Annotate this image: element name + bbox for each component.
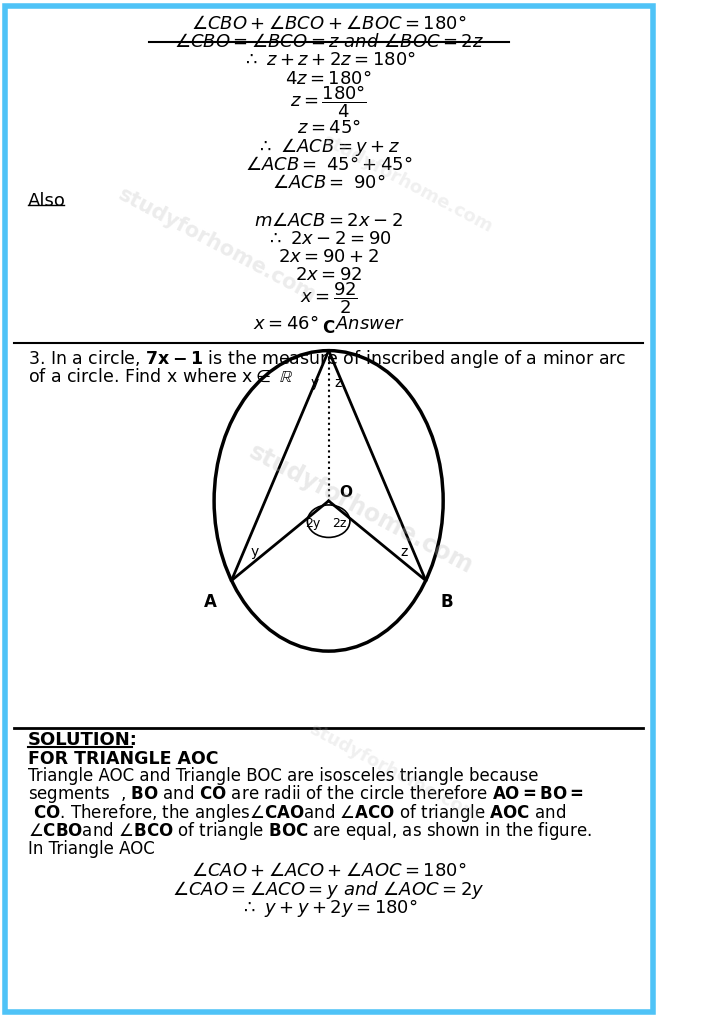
Text: $\therefore\ z + z + 2z = 180°$: $\therefore\ z + z + 2z = 180°$ (242, 51, 415, 69)
Text: $\mathit{\mathbf{CO}}$. Therefore, the angles$\angle$$\mathit{\mathbf{CAO}}$and : $\mathit{\mathbf{CO}}$. Therefore, the a… (27, 801, 566, 824)
Text: C: C (323, 320, 335, 337)
Text: studyforhome.com: studyforhome.com (319, 131, 495, 236)
Text: $2x = 90 + 2$: $2x = 90 + 2$ (278, 248, 379, 267)
Text: SOLUTION:: SOLUTION: (27, 732, 138, 749)
Text: $\angle CBO = \angle BCO = z\ and\ \angle BOC = 2z$: $\angle CBO = \angle BCO = z\ and\ \angl… (174, 33, 484, 51)
Text: $\therefore\ 2x - 2 = 90$: $\therefore\ 2x - 2 = 90$ (266, 230, 392, 248)
Text: studyforhome.com: studyforhome.com (245, 440, 477, 578)
Text: A: A (204, 592, 217, 611)
Text: B: B (440, 592, 453, 611)
Text: Also: Also (27, 192, 66, 211)
Text: of a circle. Find x where x$\in$ $\mathbb{R}$: of a circle. Find x where x$\in$ $\mathb… (27, 369, 293, 386)
Text: $\angle CAO + \angle ACO + \angle AOC = 180°$: $\angle CAO + \angle ACO + \angle AOC = … (191, 862, 467, 881)
Text: $x = \dfrac{92}{2}$: $x = \dfrac{92}{2}$ (300, 280, 358, 316)
Text: y: y (251, 545, 258, 559)
Text: $\angle ACB =\ 90°$: $\angle ACB =\ 90°$ (272, 174, 385, 192)
Text: y: y (310, 376, 318, 390)
Text: In Triangle AOC: In Triangle AOC (27, 840, 154, 858)
Text: $\therefore\ \angle ACB = y + z$: $\therefore\ \angle ACB = y + z$ (256, 135, 401, 158)
Text: $\angle CBO + \angle BCO + \angle BOC = 180°$: $\angle CBO + \angle BCO + \angle BOC = … (191, 14, 467, 33)
Text: z: z (334, 376, 341, 390)
Text: $\angle CAO = \angle ACO = y\ and\ \angle AOC = 2y$: $\angle CAO = \angle ACO = y\ and\ \angl… (173, 879, 485, 901)
Text: $2x = 92$: $2x = 92$ (295, 267, 362, 284)
Text: segments  , $\mathit{\mathbf{BO}}$ and $\mathit{\mathbf{CO}}$ are radii of the c: segments , $\mathit{\mathbf{BO}}$ and $\… (27, 783, 583, 805)
Text: $\angle ACB =\ 45° + 45°$: $\angle ACB =\ 45° + 45°$ (245, 156, 413, 174)
Text: z: z (400, 545, 408, 559)
Text: 2z: 2z (333, 517, 347, 529)
Text: $z = 45°$: $z = 45°$ (297, 119, 361, 137)
Text: 2y: 2y (305, 517, 321, 529)
Text: FOR TRIANGLE AOC: FOR TRIANGLE AOC (27, 749, 218, 768)
Text: O: O (339, 486, 352, 500)
Text: $\therefore\ y + y + 2y = 180°$: $\therefore\ y + y + 2y = 180°$ (240, 897, 418, 919)
Text: $4z = 180°$: $4z = 180°$ (285, 69, 372, 88)
Text: studyforhome.com: studyforhome.com (306, 721, 482, 826)
Text: $\angle$$\mathit{\mathbf{CBO}}$and $\angle$$\mathit{\mathbf{BCO}}$ of triangle $: $\angle$$\mathit{\mathbf{CBO}}$and $\ang… (27, 819, 592, 842)
Text: $z = \dfrac{180°}{4}$: $z = \dfrac{180°}{4}$ (290, 83, 367, 120)
Text: $x = 46°\quad \mathit{Answer}$: $x = 46°\quad \mathit{Answer}$ (253, 316, 405, 333)
Text: 3. In a circle, $\mathbf{7x - 1}$ is the measure of inscribed angle of a minor a: 3. In a circle, $\mathbf{7x - 1}$ is the… (27, 348, 626, 370)
Text: studyforhome.com: studyforhome.com (115, 184, 320, 305)
Text: Triangle AOC and Triangle BOC are isosceles triangle because: Triangle AOC and Triangle BOC are isosce… (27, 767, 538, 785)
Text: $m\angle ACB = 2x - 2$: $m\angle ACB = 2x - 2$ (254, 212, 403, 230)
